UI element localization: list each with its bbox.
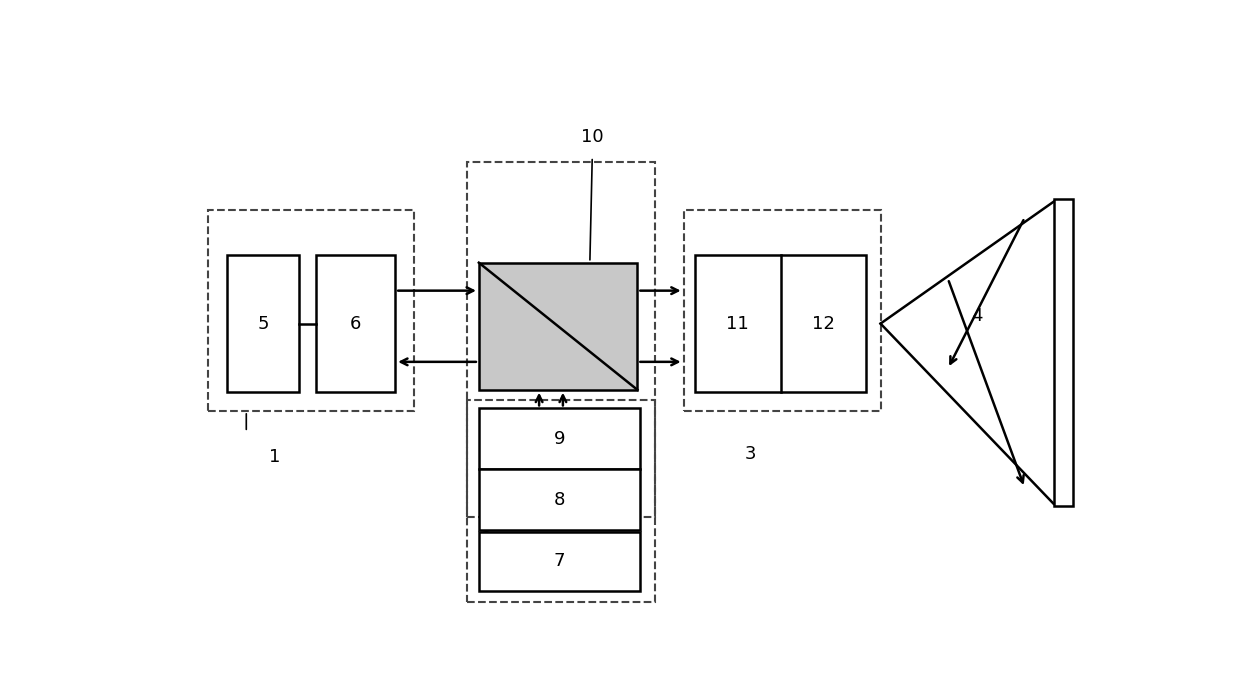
Bar — [479, 532, 640, 591]
Text: 11: 11 — [727, 314, 749, 332]
Text: 2: 2 — [481, 530, 492, 548]
Bar — [696, 255, 867, 392]
Bar — [479, 409, 640, 469]
Bar — [467, 400, 655, 602]
Bar — [208, 210, 414, 411]
Text: 4: 4 — [971, 307, 982, 325]
Bar — [1054, 199, 1073, 506]
Text: 9: 9 — [554, 430, 565, 448]
Text: 5: 5 — [258, 314, 269, 332]
Text: 12: 12 — [812, 314, 835, 332]
Bar — [479, 263, 637, 390]
Text: 8: 8 — [554, 491, 565, 508]
Bar — [316, 255, 396, 392]
Bar — [227, 255, 299, 392]
Text: 1: 1 — [269, 448, 280, 466]
Text: 6: 6 — [350, 314, 362, 332]
Text: 3: 3 — [745, 445, 756, 464]
Text: 7: 7 — [554, 552, 565, 570]
Text: 10: 10 — [582, 128, 604, 146]
Bar — [467, 162, 655, 517]
Bar — [479, 469, 640, 530]
Bar — [683, 210, 880, 411]
